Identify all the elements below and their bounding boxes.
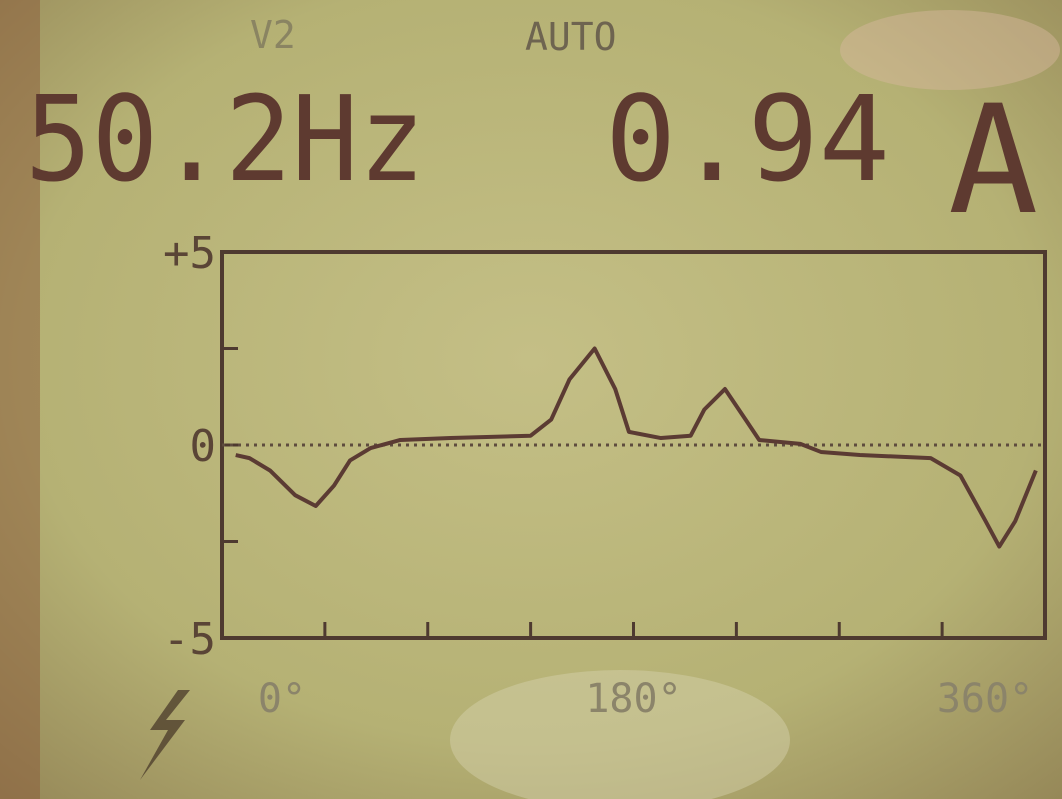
channel-label: V2	[250, 13, 296, 57]
current-reading: 0.94	[605, 70, 890, 208]
x-tick-label: 0°	[258, 676, 306, 722]
x-tick-label: 180°	[585, 676, 681, 722]
reflection	[450, 670, 790, 799]
y-tick-label: 0	[190, 421, 217, 472]
x-tick-label: 360°	[937, 676, 1033, 722]
mode-label: AUTO	[525, 15, 617, 59]
y-tick-label: +5	[163, 228, 216, 279]
y-tick-label: -5	[163, 614, 216, 665]
current-unit: A	[948, 74, 1038, 248]
reflection	[840, 10, 1060, 90]
plot-area: +5 0 -5 0° 180° 360°	[163, 228, 1047, 722]
frequency-reading: 50.2Hz	[25, 70, 425, 208]
bezel-edge	[0, 0, 40, 799]
waveform	[235, 346, 1038, 549]
